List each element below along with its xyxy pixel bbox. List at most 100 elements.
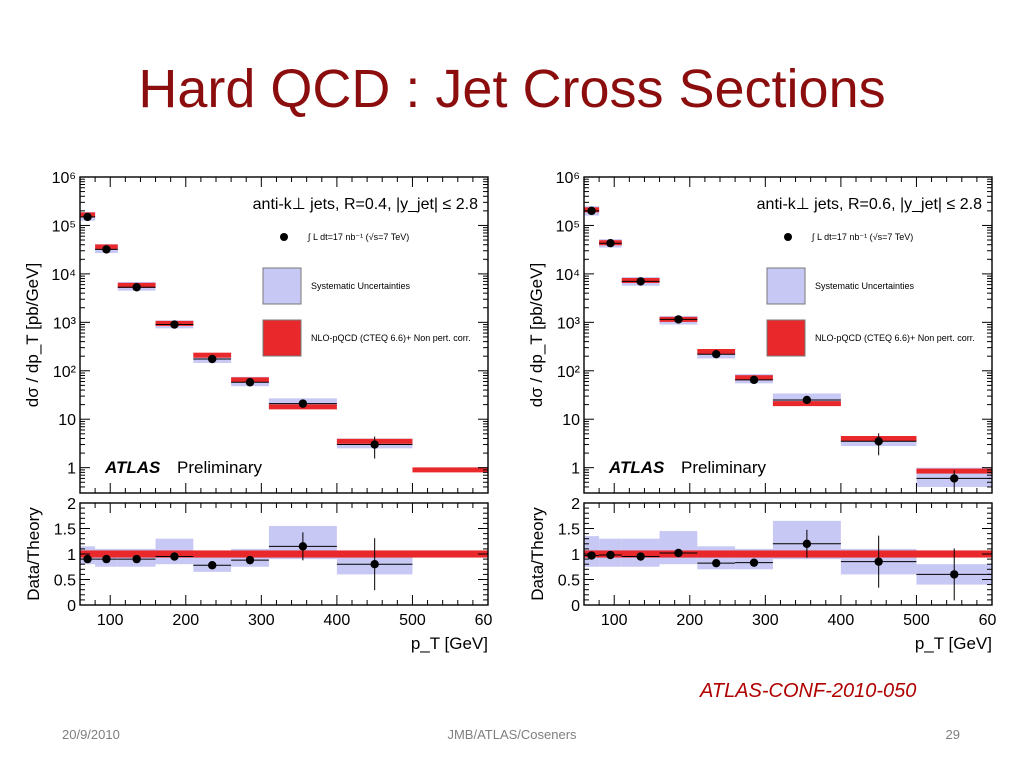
ratio-y-axis-title: Data/Theory bbox=[528, 507, 547, 601]
legend-systematic-label: Systematic Uncertainties bbox=[815, 281, 915, 291]
ratio-point-7 bbox=[874, 557, 883, 566]
ratio-y-tick-label: 0 bbox=[67, 598, 76, 615]
preliminary-label: Preliminary bbox=[681, 458, 767, 477]
footer-date: 20/9/2010 bbox=[62, 727, 120, 742]
preliminary-label: Preliminary bbox=[177, 458, 263, 477]
x-tick-label: 500 bbox=[903, 612, 930, 629]
footer-author: JMB/ATLAS/Coseners bbox=[447, 727, 577, 742]
x-tick-label: 500 bbox=[399, 612, 426, 629]
ratio-y-tick-label: 0.5 bbox=[54, 573, 76, 590]
y-tick-label: 10³ bbox=[557, 315, 581, 332]
ratio-y-tick-label: 0.5 bbox=[558, 573, 580, 590]
ratio-y-tick-label: 1 bbox=[67, 547, 76, 564]
data-point-6 bbox=[298, 399, 308, 408]
ratio-point-0 bbox=[83, 554, 92, 564]
data-point-2 bbox=[636, 277, 645, 286]
ratio-y-tick-label: 1 bbox=[571, 547, 580, 564]
x-tick-label: 100 bbox=[97, 612, 124, 629]
y-tick-label: 10³ bbox=[53, 315, 77, 332]
data-point-0 bbox=[83, 212, 92, 222]
data-point-4 bbox=[208, 354, 217, 364]
ratio-theory-band bbox=[584, 550, 992, 558]
legend-systematic-swatch bbox=[766, 267, 806, 305]
data-point-2 bbox=[132, 283, 141, 292]
ratio-point-2 bbox=[636, 552, 645, 561]
x-tick-label: 400 bbox=[828, 612, 855, 629]
legend-data-marker bbox=[280, 233, 288, 241]
data-point-1 bbox=[102, 245, 111, 254]
y-tick-label: 10⁵ bbox=[52, 218, 76, 235]
page-number: 29 bbox=[945, 727, 960, 742]
conference-note-reference: ATLAS-CONF-2010-050 bbox=[700, 680, 917, 702]
ratio-theory-band bbox=[80, 550, 488, 558]
x-tick-label: 600 bbox=[475, 612, 492, 629]
nlo-theory-band-8 bbox=[412, 467, 488, 473]
legend-nlo-label: NLO-pQCD (CTEQ 6.6)+ Non pert. corr. bbox=[815, 333, 975, 343]
x-axis-title: p_T [GeV] bbox=[411, 634, 488, 653]
y-axis-title: dσ / dp_T [pb/GeV] bbox=[23, 263, 42, 407]
data-point-8 bbox=[950, 474, 959, 483]
y-tick-label: 10⁴ bbox=[51, 267, 76, 284]
data-point-1 bbox=[606, 239, 615, 248]
ratio-y-axis-title: Data/Theory bbox=[24, 507, 43, 601]
data-point-6 bbox=[802, 395, 812, 405]
ratio-systematic-box-3 bbox=[659, 531, 698, 565]
ratio-point-5 bbox=[245, 555, 255, 565]
x-axis-title: p_T [GeV] bbox=[915, 634, 992, 653]
y-axis-title: dσ / dp_T [pb/GeV] bbox=[527, 263, 546, 407]
legend-nlo-label: NLO-pQCD (CTEQ 6.6)+ Non pert. corr. bbox=[311, 333, 471, 343]
ratio-point-1 bbox=[606, 550, 615, 560]
ratio-point-2 bbox=[132, 554, 141, 564]
ratio-point-3 bbox=[170, 552, 179, 561]
ratio-point-8 bbox=[950, 570, 959, 579]
legend-systematic-label: Systematic Uncertainties bbox=[311, 281, 411, 291]
data-point-3 bbox=[674, 315, 683, 324]
ratio-point-3 bbox=[674, 548, 683, 558]
x-tick-label: 200 bbox=[172, 612, 199, 629]
ratio-point-5 bbox=[749, 558, 759, 567]
y-tick-label: 10 bbox=[562, 412, 580, 429]
ratio-y-tick-label: 0 bbox=[571, 598, 580, 615]
main-panel-frame bbox=[583, 176, 993, 494]
y-tick-label: 10⁶ bbox=[52, 170, 76, 187]
ratio-point-0 bbox=[587, 551, 596, 560]
x-tick-label: 200 bbox=[676, 612, 703, 629]
y-tick-label: 10² bbox=[53, 364, 77, 381]
legend-nlo-swatch bbox=[262, 319, 302, 357]
x-tick-label: 100 bbox=[601, 612, 628, 629]
ratio-y-tick-label: 1.5 bbox=[54, 522, 76, 539]
ratio-point-1 bbox=[102, 554, 111, 564]
legend-data-marker bbox=[784, 233, 792, 241]
data-point-7 bbox=[874, 437, 883, 446]
x-tick-label: 600 bbox=[979, 612, 996, 629]
legend-systematic-swatch bbox=[262, 267, 302, 305]
y-tick-label: 10⁵ bbox=[556, 218, 580, 235]
jet-algorithm-header: anti-k⊥ jets, R=0.4, |y_jet| ≤ 2.8 bbox=[253, 196, 478, 213]
data-point-0 bbox=[587, 206, 596, 216]
y-tick-label: 10⁶ bbox=[556, 170, 580, 187]
x-tick-label: 300 bbox=[248, 612, 275, 629]
y-tick-label: 1 bbox=[67, 461, 76, 478]
data-point-3 bbox=[170, 320, 179, 329]
jet-cross-section-plot-r04: 1 1 0 10² 10³ 10⁴ 10⁵ 10⁶ dσ / dp_T [pb/GeV] anti… bbox=[23, 170, 492, 653]
ratio-point-4 bbox=[208, 561, 217, 570]
luminosity-label: ∫ L dt=17 nb⁻¹ (√s=7 TeV) bbox=[307, 232, 409, 242]
x-tick-label: 300 bbox=[752, 612, 779, 629]
atlas-label: ATLAS bbox=[608, 458, 665, 477]
ratio-point-4 bbox=[712, 558, 721, 568]
ratio-point-6 bbox=[802, 539, 812, 548]
x-tick-label: 400 bbox=[324, 612, 351, 629]
atlas-label: ATLAS bbox=[104, 458, 161, 477]
slide-title: Hard QCD : Jet Cross Sections bbox=[138, 59, 886, 119]
ratio-point-6 bbox=[298, 542, 308, 551]
data-point-4 bbox=[712, 349, 721, 359]
y-tick-label: 1 bbox=[571, 461, 580, 478]
main-panel-frame bbox=[79, 176, 489, 494]
jet-algorithm-header: anti-k⊥ jets, R=0.6, |y_jet| ≤ 2.8 bbox=[757, 196, 982, 213]
data-point-7 bbox=[370, 440, 379, 449]
y-tick-label: 10⁴ bbox=[555, 267, 580, 284]
ratio-point-7 bbox=[370, 560, 379, 569]
ratio-y-tick-label: 1.5 bbox=[558, 522, 580, 539]
data-point-5 bbox=[749, 375, 759, 385]
